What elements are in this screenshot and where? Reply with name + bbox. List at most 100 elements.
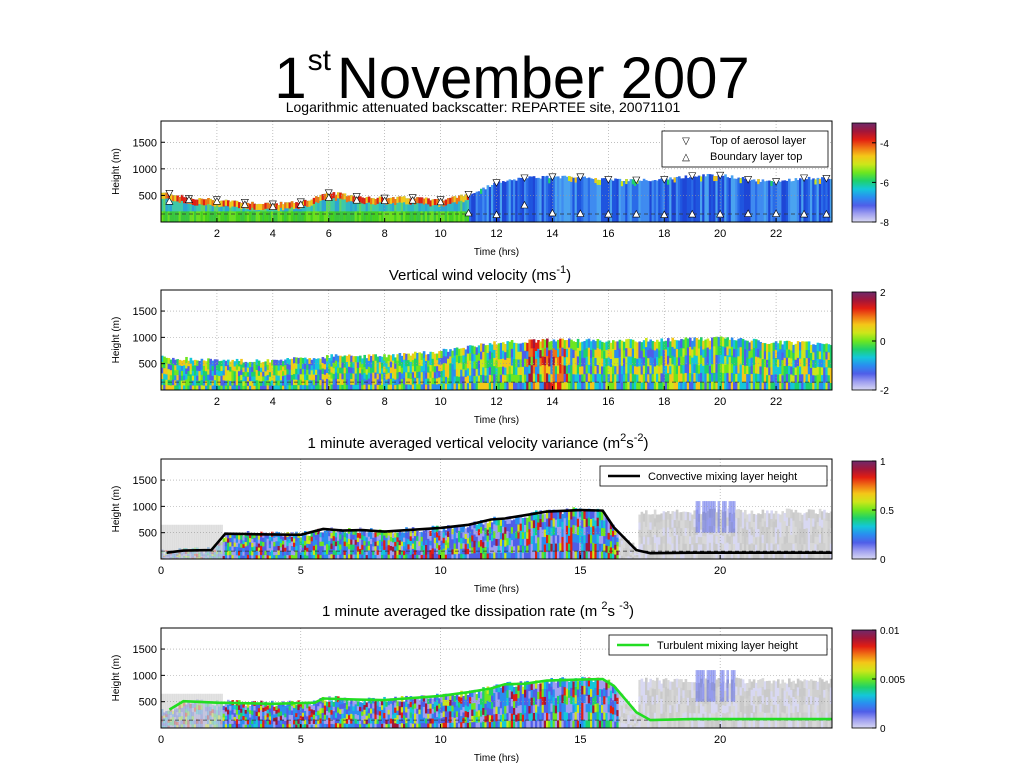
aerosol-top-marker	[822, 175, 831, 183]
boundary-layer-marker	[822, 209, 831, 218]
y-tick-label: 500	[139, 697, 157, 709]
x-tick-label: 5	[298, 565, 304, 577]
legend-marker: △	[682, 152, 690, 163]
panel1-title: Logarithmic attenuated backscatter: REPA…	[286, 99, 681, 115]
boundary-layer-marker	[324, 193, 333, 201]
aerosol-top-marker	[772, 178, 781, 186]
x-tick-label: 4	[270, 396, 276, 408]
colorbar-tick-label: 2	[880, 288, 886, 299]
aerosol-top-marker	[632, 176, 641, 185]
y-axis-label: Height (m)	[111, 486, 122, 533]
aerosol-top-marker	[744, 176, 753, 184]
y-tick-label: 1500	[133, 644, 157, 656]
x-tick-label: 6	[326, 396, 332, 408]
x-tick-label: 10	[434, 396, 446, 408]
x-tick-label: 8	[382, 228, 388, 240]
aerosol-top-marker	[464, 191, 473, 199]
mixing-layer-line	[168, 677, 832, 722]
y-tick-label: 500	[139, 359, 157, 371]
colorbar-tick-label: -8	[880, 218, 889, 229]
boundary-layer-marker	[632, 209, 641, 218]
legend-marker: ▽	[682, 136, 690, 147]
colorbar-tick-label: 0.5	[880, 506, 894, 517]
boundary-layer-marker	[268, 202, 277, 210]
y-tick-label: 1000	[133, 670, 157, 682]
x-tick-label: 20	[714, 565, 726, 577]
y-tick-label: 1500	[133, 475, 157, 487]
aerosol-top-marker	[716, 171, 725, 180]
aerosol-top-marker	[604, 176, 613, 184]
x-tick-label: 2	[214, 228, 220, 240]
heatmap-field	[161, 336, 832, 390]
aerosol-top-marker	[660, 176, 669, 184]
x-tick-label: 6	[326, 228, 332, 240]
colorbar-tick-label: -2	[880, 386, 889, 397]
x-tick-label: 20	[714, 396, 726, 408]
x-axis-label: Time (hrs)	[474, 753, 519, 764]
y-axis-label: Height (m)	[111, 655, 122, 702]
x-tick-label: 18	[658, 396, 670, 408]
boundary-layer-marker	[184, 195, 193, 203]
y-tick-label: 500	[139, 190, 157, 202]
slide-title: 1st November 2007	[0, 26, 1024, 114]
x-tick-label: 18	[658, 228, 670, 240]
aerosol-top-marker	[576, 173, 585, 181]
boundary-layer-marker	[352, 196, 361, 204]
aerosol-top-marker	[688, 172, 697, 180]
x-axis-label: Time (hrs)	[474, 415, 519, 426]
boundary-layer-marker	[380, 196, 389, 205]
panel2-title: Vertical wind velocity (ms-1)	[389, 264, 571, 284]
title-superscript: st	[307, 44, 331, 77]
colorbar-tick-label: 0.005	[880, 675, 905, 686]
heatmap-field	[161, 173, 832, 222]
plot-frame	[160, 627, 833, 729]
y-tick-label: 1500	[133, 306, 157, 318]
panel-dissipation-rate: 0 5 10 15 20 500 1000 1500 Time (hrs) Height (m) T…	[111, 626, 905, 764]
mixing-layer-line	[166, 508, 832, 555]
boundary-layer-marker	[436, 197, 445, 206]
x-tick-label: 12	[490, 228, 502, 240]
x-tick-label: 14	[546, 228, 558, 240]
boundary-layer-marker	[772, 209, 781, 217]
boundary-layer-marker	[660, 210, 669, 218]
panel4-title: 1 minute averaged tke dissipation rate (…	[322, 600, 634, 620]
colorbar-tick-label: 0	[880, 724, 886, 735]
title-rest-text: November 2007	[336, 46, 750, 111]
colorbar	[851, 629, 877, 729]
legend-label: Boundary layer top	[710, 151, 802, 163]
colorbar-tick-label: -6	[880, 178, 889, 189]
boundary-layer-marker	[688, 209, 697, 218]
boundary-layer-marker	[716, 209, 725, 218]
legend-box	[599, 465, 828, 487]
x-tick-label: 12	[490, 396, 502, 408]
boundary-layer-marker	[800, 209, 809, 218]
aerosol-top-marker	[165, 189, 174, 198]
aerosol-top-marker	[800, 174, 809, 183]
x-tick-label: 10	[434, 734, 446, 746]
x-tick-label: 0	[158, 565, 164, 577]
colorbar-tick-label: -4	[880, 139, 889, 150]
y-tick-label: 500	[139, 528, 157, 540]
x-tick-label: 2	[214, 396, 220, 408]
y-axis-label: Height (m)	[111, 148, 122, 195]
boundary-layer-marker	[576, 209, 585, 217]
x-axis-label: Time (hrs)	[474, 247, 519, 258]
x-tick-label: 10	[434, 228, 446, 240]
boundary-layer-marker	[296, 200, 305, 208]
panel3-title: 1 minute averaged vertical velocity vari…	[307, 432, 648, 452]
x-tick-label: 22	[770, 396, 782, 408]
boundary-layer-marker	[165, 197, 174, 205]
colorbar-tick-label: 0	[880, 555, 886, 566]
y-tick-label: 1000	[133, 501, 157, 513]
heatmap-field	[161, 670, 832, 728]
legend-label: Top of aerosol layer	[710, 135, 806, 147]
y-tick-label: 1000	[133, 332, 157, 344]
title-main-text: 1	[274, 46, 307, 111]
x-tick-label: 22	[770, 228, 782, 240]
y-tick-label: 1500	[133, 137, 157, 149]
colorbar-tick-label: 0	[880, 337, 886, 348]
legend-box	[608, 634, 828, 656]
plot-frame	[160, 458, 833, 560]
aerosol-top-marker	[520, 174, 529, 183]
